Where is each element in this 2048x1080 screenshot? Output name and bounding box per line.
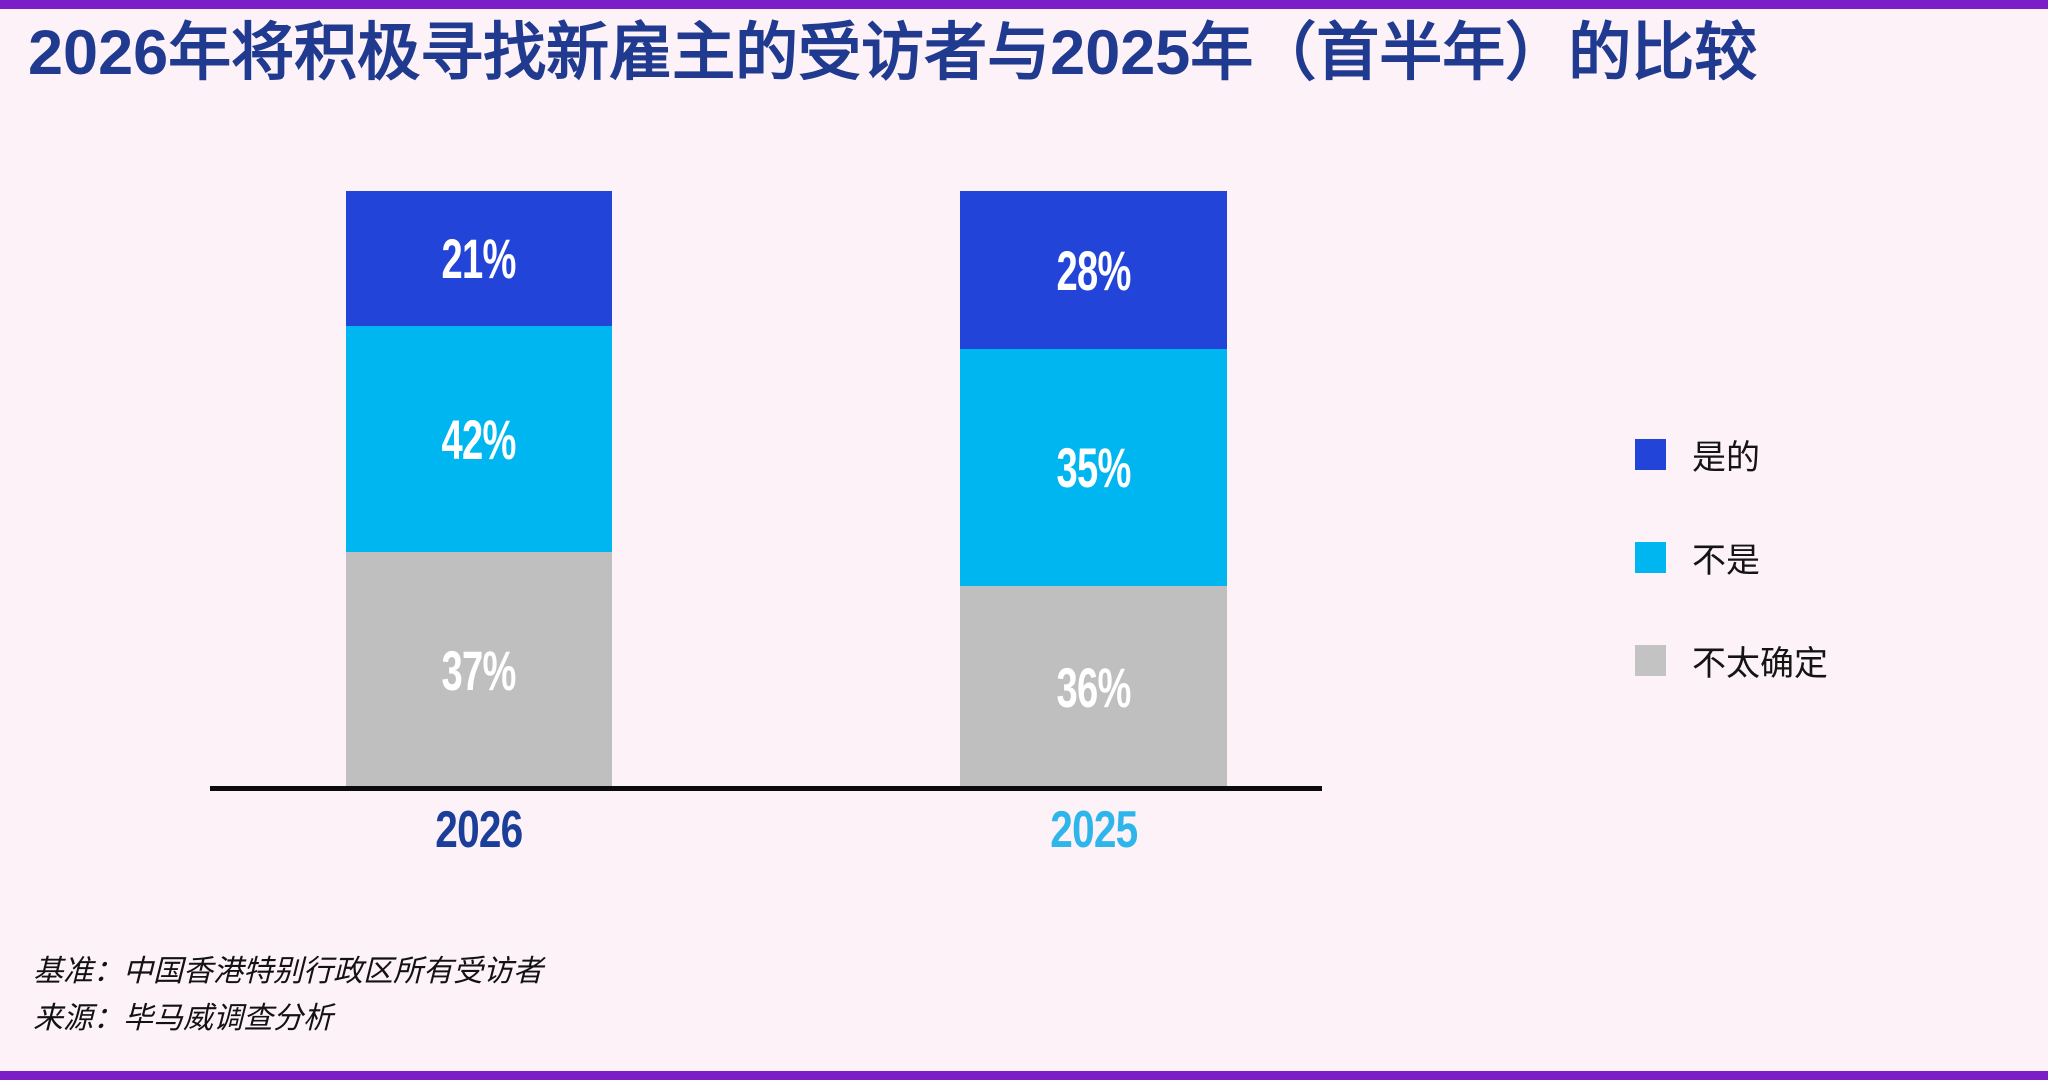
chart-title: 2026年将积极寻找新雇主的受访者与2025年（首半年）的比较 — [28, 18, 1758, 88]
legend-item-unsure: 不太确定 — [1635, 636, 1828, 685]
bar-2025-value-yes: 28% — [1056, 238, 1131, 302]
bar-2025-value-no: 35% — [1056, 436, 1131, 499]
footnote-base: 基准：中国香港特别行政区所有受访者 — [33, 955, 543, 988]
legend-label-no: 不是 — [1692, 542, 1760, 580]
footnotes: 基准：中国香港特别行政区所有受访者 来源：毕马威调查分析 — [33, 948, 543, 1042]
bar-2025-segment-no: 35% — [960, 349, 1227, 586]
stacked-bar-2026: 21% 42% 37% — [346, 191, 612, 788]
bottom-accent-border — [0, 1071, 2048, 1080]
legend-item-yes: 是的 — [1635, 430, 1828, 479]
legend-swatch-no-icon — [1635, 542, 1666, 573]
legend-label-unsure: 不太确定 — [1692, 645, 1828, 683]
bar-2025-segment-yes: 28% — [960, 191, 1227, 349]
x-axis-baseline — [210, 786, 1322, 791]
legend-swatch-yes-icon — [1635, 439, 1666, 470]
bar-2026-value-no: 42% — [441, 407, 517, 471]
bar-2026-segment-unsure: 37% — [346, 552, 612, 788]
bar-2026-value-yes: 21% — [441, 227, 517, 290]
stacked-bar-2025: 28% 35% 36% — [960, 191, 1227, 788]
category-label-2025: 2025 — [960, 800, 1227, 860]
legend-label-yes: 是的 — [1692, 439, 1760, 477]
bar-2025-segment-unsure: 36% — [960, 586, 1227, 788]
legend: 是的 不是 不太确定 — [1635, 430, 1828, 739]
bar-2025-value-unsure: 36% — [1056, 655, 1131, 719]
bar-2026-segment-yes: 21% — [346, 191, 612, 326]
top-accent-border — [0, 0, 2048, 9]
category-label-2025-text: 2025 — [1049, 801, 1138, 859]
category-label-2026: 2026 — [346, 800, 612, 860]
bar-2026-segment-no: 42% — [346, 326, 612, 552]
category-label-2026-text: 2026 — [435, 801, 523, 859]
legend-swatch-unsure-icon — [1635, 645, 1666, 676]
legend-item-no: 不是 — [1635, 533, 1828, 582]
footnote-source: 来源：毕马威调查分析 — [33, 1002, 333, 1035]
bar-2026-value-unsure: 37% — [441, 638, 517, 702]
